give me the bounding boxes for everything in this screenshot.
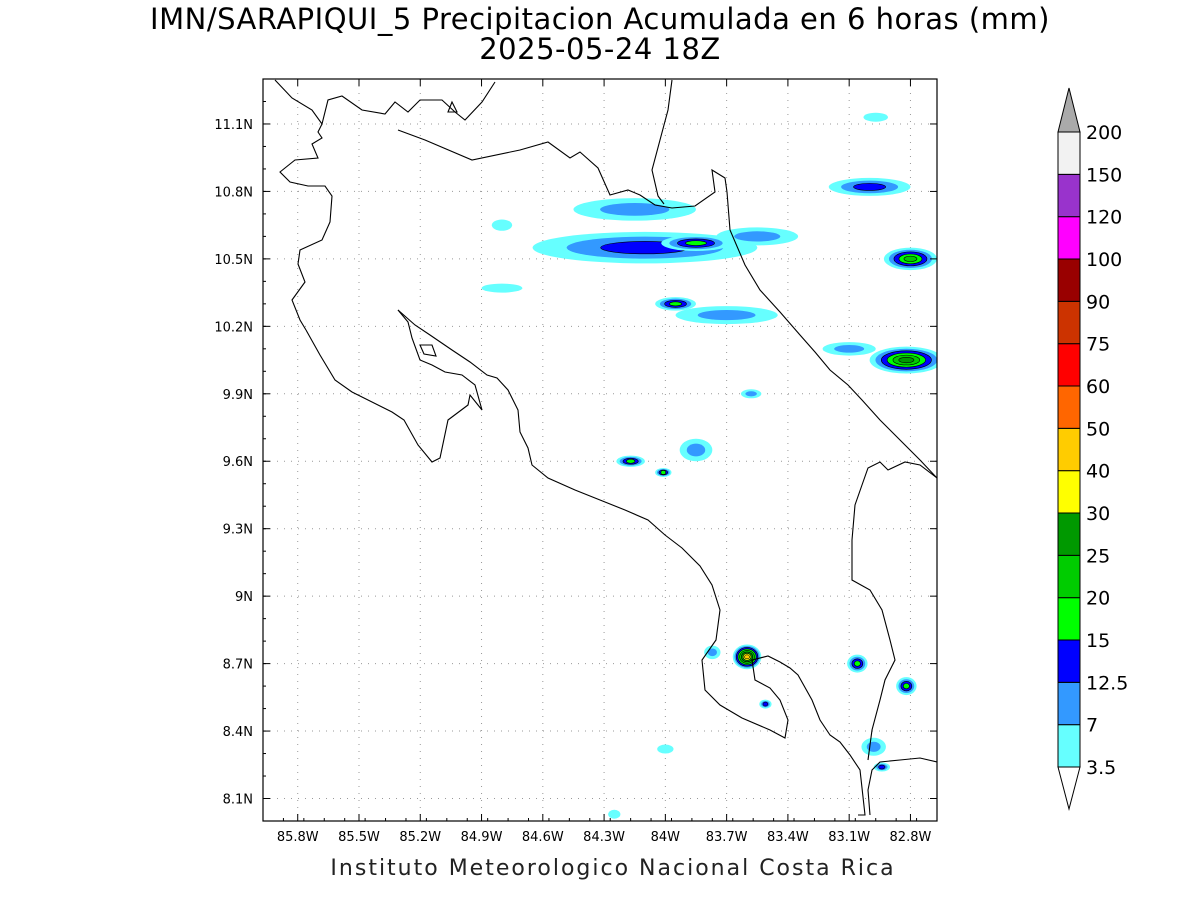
latitude-tick-label: 8.4N (223, 725, 253, 740)
colorbar-level-label: 120 (1086, 207, 1122, 229)
precip-contour (626, 458, 636, 464)
colorbar-swatch (1057, 724, 1081, 768)
coastline-and-borders (274, 79, 937, 816)
precip-contour (491, 219, 513, 231)
longitude-tick-label: 84.9W (461, 830, 503, 845)
latitude-tick-label: 9.6N (223, 455, 253, 470)
precip-contour (608, 809, 621, 819)
colorbar-level-label: 15 (1086, 630, 1110, 652)
colorbar-labels: 3.5 7 12.5 15 20 25 30 40 50 60 75 90 100 120 150 200 (1086, 122, 1128, 779)
latitude-tick-label: 8.7N (223, 658, 253, 673)
axis-ticks (262, 78, 938, 822)
latitude-labels: 11.1N 10.8N 10.5N 10.2N 9.9N 9.6N 9.3N 9N 8.7N 8.… (214, 118, 253, 808)
longitude-tick-label: 84.3W (583, 830, 625, 845)
footer-credit: Instituto Meteorologico Nacional Costa R… (330, 856, 896, 881)
map-plot-area: 85.8W 85.5W 85.2W 84.9W 84.6W 84.3W 84W 83.7W 83… (214, 78, 938, 845)
longitude-tick-label: 84.6W (522, 830, 564, 845)
plot-frame (262, 78, 938, 822)
panama-border (851, 461, 937, 761)
colorbar-level-label: 100 (1086, 249, 1122, 271)
precip-contour (853, 660, 861, 667)
colorbar-swatch (1057, 597, 1081, 641)
precip-contour (657, 744, 674, 754)
colorbar-swatch (1057, 470, 1081, 514)
colorbar-swatch (1057, 639, 1081, 683)
colorbar-swatch (1057, 681, 1081, 726)
latitude-tick-label: 10.2N (214, 320, 253, 335)
nicaragua-lake-shore (274, 79, 496, 126)
precip-contour (898, 356, 915, 364)
nicaragua-caribbean-coast (651, 79, 673, 205)
latitude-tick-label: 9.9N (223, 388, 253, 403)
colorbar-swatch (1057, 512, 1081, 556)
colorbar-level-label: 30 (1086, 503, 1110, 525)
precip-contour (853, 183, 886, 191)
latitude-tick-label: 10.5N (214, 253, 253, 268)
colorbar-level-label: 75 (1086, 334, 1110, 356)
nicaragua-border (279, 123, 728, 331)
longitude-tick-label: 83.4W (767, 830, 809, 845)
precip-contour (744, 654, 750, 660)
colorbar-level-label: 20 (1086, 588, 1110, 610)
precip-contour (745, 391, 757, 397)
precip-contour (669, 301, 683, 307)
precip-contour (600, 203, 670, 216)
colorbar-level-label: 60 (1086, 376, 1110, 398)
latitude-tick-label: 9.3N (223, 523, 253, 538)
precip-contour (834, 345, 865, 353)
latitude-tick-label: 9N (235, 590, 253, 605)
colorbar-swatch (1057, 554, 1081, 599)
colorbar-swatch (1057, 173, 1081, 218)
colorbar-level-label: 50 (1086, 418, 1110, 440)
precip-contour (707, 648, 717, 657)
longitude-tick-label: 85.8W (277, 830, 319, 845)
longitude-tick-label: 85.2W (399, 830, 441, 845)
colorbar-level-label: 200 (1086, 122, 1122, 144)
colorbar-level-label: 3.5 (1086, 757, 1116, 779)
guanacaste-coast (305, 309, 483, 463)
precip-contour (481, 283, 523, 293)
colorbar-swatch (1057, 343, 1081, 387)
colorbar-swatch (1057, 131, 1081, 175)
colorbar-swatch (1057, 427, 1081, 472)
longitude-tick-label: 82.8W (890, 830, 932, 845)
colorbar-swatch (1057, 216, 1081, 260)
colorbar-level-label: 40 (1086, 461, 1110, 483)
colorbar-level-label: 25 (1086, 545, 1110, 567)
colorbar-swatches (1057, 87, 1081, 811)
precipitation-field (481, 112, 937, 819)
longitude-tick-label: 84W (651, 830, 681, 845)
precip-contour (660, 470, 667, 475)
latitude-tick-label: 11.1N (214, 118, 253, 133)
latitude-tick-label: 8.1N (223, 793, 253, 808)
precip-contour (697, 310, 756, 321)
colorbar-legend: 3.5 7 12.5 15 20 25 30 40 50 60 75 90 100 120 150 200 (1057, 87, 1128, 811)
precip-contour (903, 255, 918, 262)
colorbar-level-label: 150 (1086, 164, 1122, 186)
precip-contour (863, 112, 888, 122)
latitude-tick-label: 10.8N (214, 185, 253, 200)
precip-contour (762, 701, 769, 707)
colorbar-level-label: 7 (1086, 715, 1098, 737)
precip-contour (686, 443, 706, 457)
longitude-labels: 85.8W 85.5W 85.2W 84.9W 84.6W 84.3W 84W 83.7W 83… (277, 830, 932, 845)
caribbean-coast (726, 191, 937, 479)
precip-contour (878, 764, 886, 770)
colorbar-swatch (1057, 385, 1081, 429)
precip-contour (902, 683, 910, 690)
map-subtitle: 2025-05-24 18Z (479, 32, 721, 66)
colorbar-level-label: 12.5 (1086, 672, 1128, 694)
central-pacific-coast (397, 309, 866, 816)
longitude-tick-label: 85.5W (338, 830, 380, 845)
longitude-tick-label: 83.1W (828, 830, 870, 845)
map-title: IMN/SARAPIQUI_5 Precipitacion Acumulada … (150, 2, 1050, 36)
longitude-tick-label: 83.7W (706, 830, 748, 845)
panama-pacific-coast (867, 757, 937, 816)
colorbar-swatch (1057, 258, 1081, 302)
precip-contour (685, 240, 707, 246)
colorbar-swatch (1057, 300, 1081, 345)
precip-contour (734, 231, 781, 242)
colorbar-level-label: 90 (1086, 291, 1110, 313)
